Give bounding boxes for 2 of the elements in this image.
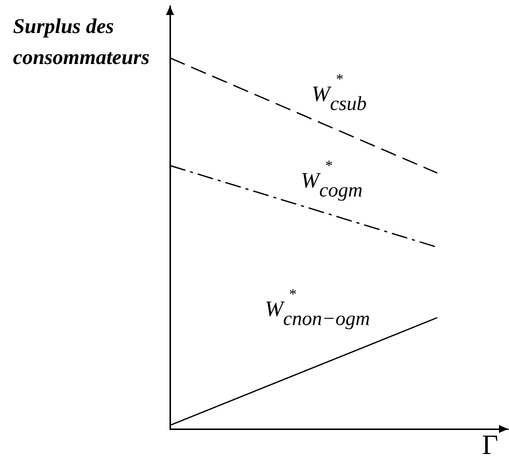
x-axis-title: Γ bbox=[482, 430, 498, 459]
y-axis-title: Surplus des consommateurs bbox=[13, 13, 151, 71]
